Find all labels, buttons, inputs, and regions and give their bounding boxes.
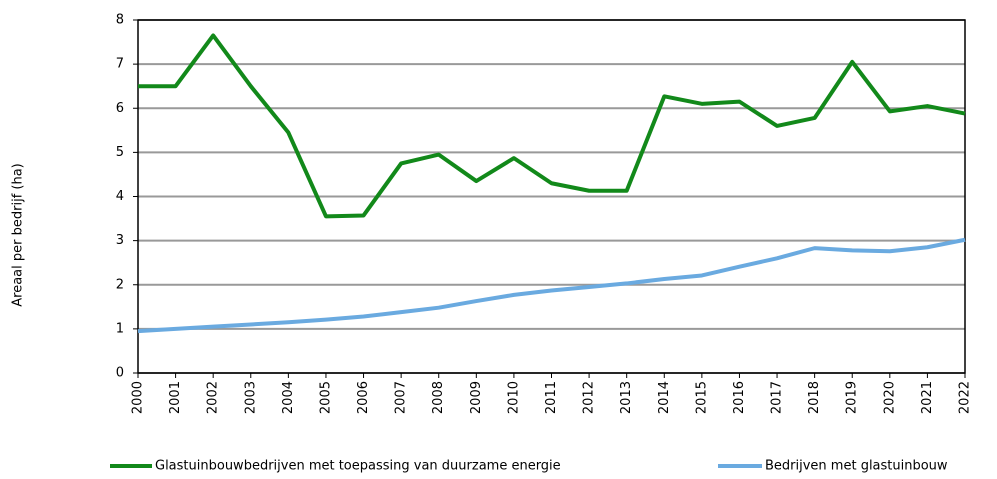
- y-tick-label: 0: [116, 366, 124, 381]
- y-tick-label: 7: [116, 57, 124, 72]
- y-tick-label: 2: [116, 277, 124, 292]
- series-line: [137, 237, 966, 334]
- x-tick-label: 2021: [920, 381, 935, 414]
- x-tick-label: 2018: [807, 381, 822, 414]
- x-tick-label: 2015: [694, 381, 709, 414]
- y-tick-label: 1: [116, 321, 124, 336]
- x-tick-label: 2017: [770, 381, 785, 414]
- x-tick-label: 2010: [506, 381, 521, 414]
- y-tick-label: 5: [116, 145, 124, 160]
- x-tick-label: 2012: [582, 381, 597, 414]
- x-tick-label: 2008: [431, 381, 446, 414]
- x-tick-label: 2013: [619, 381, 634, 414]
- x-tick-label: 2009: [469, 381, 484, 414]
- y-axis-label: Areaal per bedrijf (ha): [11, 163, 26, 306]
- x-tick-label: 2016: [732, 381, 747, 414]
- x-tick-label: 2019: [845, 381, 860, 414]
- y-tick-label: 3: [116, 233, 124, 248]
- x-tick-label: 2014: [657, 381, 672, 414]
- series-line: [138, 33, 966, 219]
- x-tick-label: 2022: [958, 381, 973, 414]
- x-tick-label: 2005: [318, 381, 333, 414]
- y-tick-label: 4: [116, 189, 124, 204]
- legend-label: Bedrijven met glastuinbouw: [765, 459, 948, 474]
- x-tick-label: 2020: [882, 381, 897, 414]
- x-tick-label: 2006: [356, 381, 371, 414]
- x-tick-label: 2002: [206, 381, 221, 414]
- legend-label: Glastuinbouwbedrijven met toepassing van…: [155, 459, 561, 474]
- x-tick-label: 2003: [243, 381, 258, 414]
- x-tick-label: 2007: [394, 381, 409, 414]
- x-tick-label: 2011: [544, 381, 559, 414]
- x-tick-label: 2004: [281, 381, 296, 414]
- y-tick-label: 6: [116, 101, 124, 116]
- x-tick-label: 2000: [131, 381, 146, 414]
- y-tick-label: 8: [116, 13, 124, 28]
- x-tick-label: 2001: [168, 381, 183, 414]
